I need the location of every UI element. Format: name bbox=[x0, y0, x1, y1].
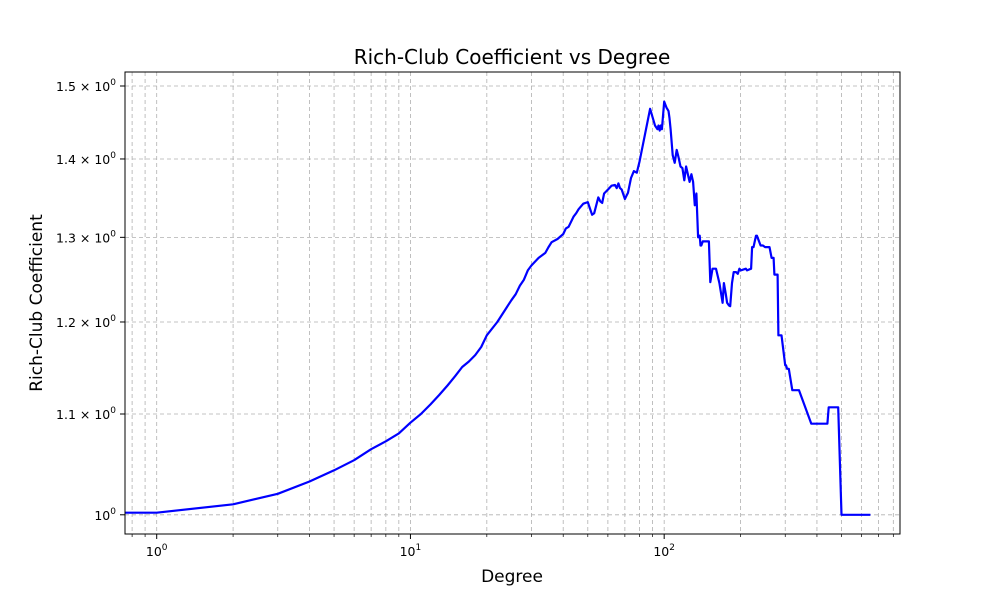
y-tick-label: 1.5 × 100 bbox=[56, 78, 116, 94]
y-tick-label: 1.2 × 100 bbox=[56, 314, 116, 330]
plot-frame bbox=[125, 72, 900, 534]
y-tick-label: 1.3 × 100 bbox=[56, 229, 116, 245]
y-tick-label: 1.4 × 100 bbox=[56, 151, 116, 167]
x-tick-label: 101 bbox=[400, 543, 422, 559]
y-tick-label: 100 bbox=[94, 507, 116, 523]
y-tick-label: 1.1 × 100 bbox=[56, 406, 116, 422]
plot-area bbox=[125, 102, 870, 515]
grid bbox=[125, 72, 900, 534]
x-axis-label: Degree bbox=[481, 567, 543, 587]
y-axis-label: Rich-Club Coefficient bbox=[27, 214, 47, 392]
chart-title: Rich-Club Coefficient vs Degree bbox=[354, 45, 671, 69]
axis-ticks: 100 1.1 × 100 1.2 × 100 1.3 × 100 1.4 × 100 1… bbox=[56, 78, 893, 559]
x-tick-label: 102 bbox=[653, 543, 675, 559]
series-line-0 bbox=[125, 102, 870, 515]
x-tick-label: 100 bbox=[146, 543, 168, 559]
